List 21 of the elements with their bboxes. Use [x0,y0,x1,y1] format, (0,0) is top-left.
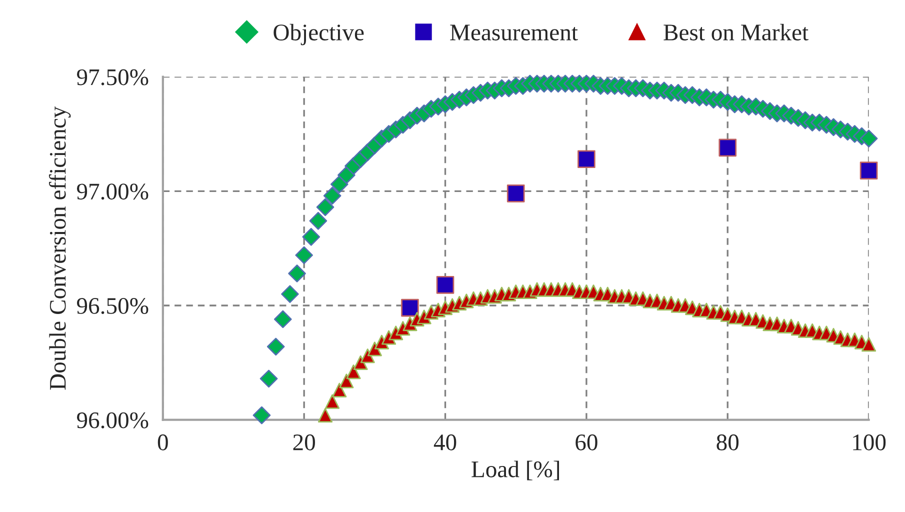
y-tick-label: 97.50% [76,69,148,86]
x-tick-label: 40 [434,434,456,450]
y-tick-label: 96.50% [76,298,148,314]
point [578,150,596,168]
x-axis-title: Load [%] [472,460,560,480]
x-tick-label: 20 [293,434,315,450]
point [401,298,419,317]
legend-label: Objective [274,24,364,46]
legend-label: Best on Market [664,24,808,40]
point [506,184,525,202]
y-tick-label: 97.00% [76,184,148,200]
x-tick-label: 0 [158,434,168,450]
x-tick-label: 80 [716,434,739,450]
point [436,276,454,294]
y-axis-title: Double Conversion efficiency [48,106,71,390]
x-tick-label: 60 [576,434,598,450]
y-tick-label: 96.00% [76,412,148,428]
x-tick-label: 100 [853,434,886,450]
point [860,162,878,180]
point [718,138,737,157]
legend-label: Measurement [450,24,578,40]
